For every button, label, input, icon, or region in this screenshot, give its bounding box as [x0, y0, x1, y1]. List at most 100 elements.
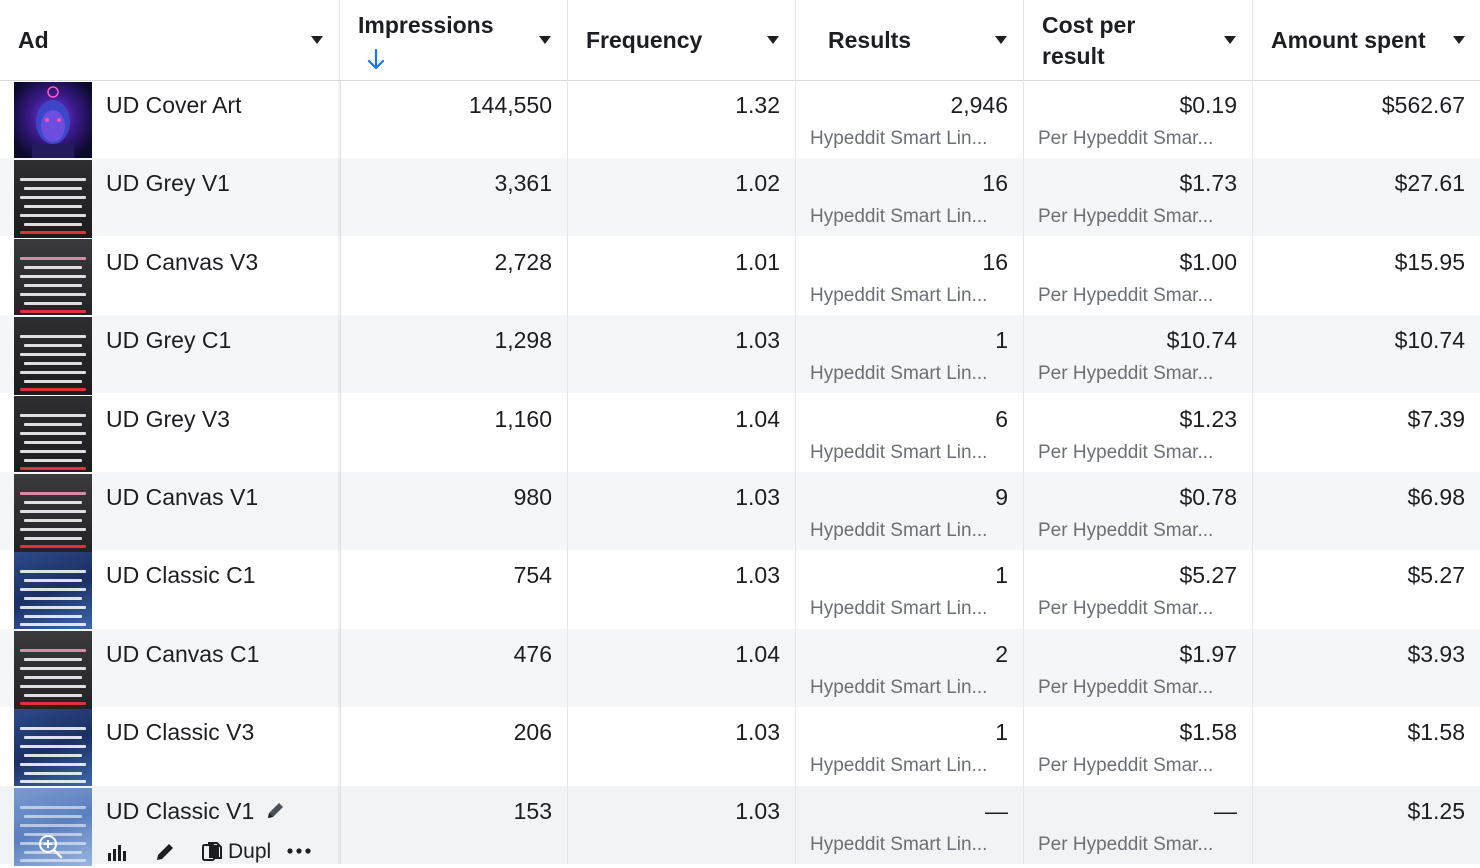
ad-thumbnail[interactable]: [14, 238, 92, 317]
thumbnail-text-line: [20, 545, 86, 548]
column-header-label-line1: Cost per: [1042, 12, 1136, 38]
dropdown-caret-icon[interactable]: [995, 36, 1007, 44]
cost-per-result-value: $10.74: [1166, 327, 1237, 354]
ad-name[interactable]: UD Grey C1: [106, 327, 232, 354]
table-row[interactable]: UD Classic V1 153 1.03 — Hypeddit Smart Lin.…: [0, 785, 1480, 866]
thumbnail-text-line: [24, 519, 82, 522]
ad-thumbnail[interactable]: [14, 160, 92, 239]
results-value: 9: [995, 484, 1008, 510]
thumbnail-text-line: [24, 362, 82, 366]
column-header-results[interactable]: Results: [796, 0, 1024, 80]
thumbnail-text-line: [24, 380, 82, 384]
rename-pencil-icon[interactable]: [264, 800, 286, 822]
frequency-value: 1.02: [735, 170, 780, 197]
cost-per-result-type-label: Per Hypeddit Smar...: [1038, 363, 1214, 385]
cost-per-result-type-label: Per Hypeddit Smar...: [1038, 676, 1214, 698]
duplicate-button[interactable]: Dupl: [200, 839, 271, 865]
ad-thumbnail[interactable]: [14, 787, 92, 866]
table-row[interactable]: UD Grey C1 1,298 1.03 1 Hypeddit Smart Lin..…: [0, 315, 1480, 396]
thumbnail-text-line: [20, 858, 86, 862]
dropdown-caret-icon[interactable]: [1453, 36, 1465, 44]
column-header-label: Amount spent: [1271, 26, 1426, 53]
column-header-cost-per-result[interactable]: Cost per result: [1024, 0, 1253, 80]
results-type-label: Hypeddit Smart Lin...: [810, 441, 988, 463]
column-divider: [1252, 80, 1253, 864]
cost-per-result-value: $1.00: [1179, 248, 1237, 275]
thumbnail-text-line: [20, 292, 86, 296]
cost-per-result-type-label: Per Hypeddit Smar...: [1038, 128, 1214, 149]
impressions-value: 476: [513, 640, 552, 667]
thumbnail-text-line: [20, 528, 86, 531]
frequency-value: 1.03: [735, 484, 780, 510]
column-header-label: Ad: [18, 26, 49, 53]
table-row[interactable]: UD Classic V3 206 1.03 1 Hypeddit Smart Lin.…: [0, 707, 1480, 788]
thumbnail-text-line: [20, 745, 86, 749]
ad-name[interactable]: UD Cover Art: [106, 92, 242, 118]
impressions-value: 1,298: [494, 327, 552, 354]
thumbnail-text-line: [20, 606, 86, 610]
results-value: 1: [995, 327, 1008, 354]
ad-name[interactable]: UD Canvas V3: [106, 248, 259, 275]
thumbnail-text-line: [20, 648, 86, 652]
ad-thumbnail[interactable]: [14, 317, 92, 396]
table-row[interactable]: UD Canvas V1 980 1.03 9 Hypeddit Smart Lin..…: [0, 472, 1480, 552]
edit-pencil-icon[interactable]: [154, 841, 176, 863]
more-icon[interactable]: [286, 843, 312, 859]
dropdown-caret-icon[interactable]: [539, 36, 551, 44]
table-row[interactable]: UD Grey V1 3,361 1.02 16 Hypeddit Smart Lin.…: [0, 158, 1480, 239]
dropdown-caret-icon[interactable]: [311, 36, 323, 44]
thumbnail-text-line: [24, 657, 82, 661]
ad-name[interactable]: UD Grey V3: [106, 405, 230, 432]
table-row[interactable]: UD Cover Art 144,550 1.32 2,946 Hypeddit Sma…: [0, 80, 1480, 160]
ad-thumbnail[interactable]: [14, 82, 92, 160]
table-row[interactable]: UD Grey V3 1,160 1.04 6 Hypeddit Smart Lin..…: [0, 394, 1480, 474]
cost-per-result-value: $1.58: [1179, 719, 1237, 746]
results-value: 16: [982, 248, 1008, 275]
ad-name[interactable]: UD Classic V1: [106, 797, 255, 824]
thumbnail-text-line: [24, 579, 82, 583]
cost-per-result-type-label: Per Hypeddit Smar...: [1038, 755, 1214, 777]
ad-name[interactable]: UD Classic C1: [106, 562, 256, 589]
thumbnail-text-line: [20, 388, 86, 392]
frozen-column-shadow: [338, 80, 342, 864]
ad-name[interactable]: UD Canvas C1: [106, 640, 260, 667]
ad-name[interactable]: UD Grey V1: [106, 170, 230, 197]
column-header-amount-spent[interactable]: Amount spent: [1253, 0, 1480, 80]
thumbnail-text-line: [20, 353, 86, 357]
frequency-value: 1.03: [735, 327, 780, 354]
ad-thumbnail[interactable]: [14, 552, 92, 631]
zoom-in-icon[interactable]: [36, 832, 64, 860]
column-header-frequency[interactable]: Frequency: [568, 0, 796, 80]
table-row[interactable]: UD Canvas V3 2,728 1.01 16 Hypeddit Smart Li…: [0, 237, 1480, 317]
column-header-ad[interactable]: Ad: [0, 0, 340, 80]
cost-per-result-type-label: Per Hypeddit Smar...: [1038, 206, 1214, 228]
duplicate-label: Dupl: [228, 839, 272, 863]
thumbnail-text-line: [20, 309, 86, 313]
dropdown-caret-icon[interactable]: [1224, 36, 1236, 44]
thumbnail-text-line: [20, 256, 86, 260]
amount-spent-value: $27.61: [1394, 170, 1465, 197]
ad-name[interactable]: UD Canvas V1: [106, 484, 259, 510]
thumbnail-text-line: [20, 274, 86, 278]
ad-name[interactable]: UD Classic V3: [106, 719, 255, 746]
column-header-impressions[interactable]: Impressions: [340, 0, 568, 80]
thumbnail-text-line: [24, 597, 82, 601]
sort-arrow-down-icon[interactable]: [366, 48, 386, 72]
column-divider: [567, 80, 568, 864]
results-type-label: Hypeddit Smart Lin...: [810, 284, 988, 306]
dropdown-caret-icon[interactable]: [767, 36, 779, 44]
results-type-label: Hypeddit Smart Lin...: [810, 206, 988, 228]
ad-thumbnail[interactable]: [14, 709, 92, 788]
ad-thumbnail[interactable]: [14, 395, 92, 474]
results-value: 2: [995, 640, 1008, 667]
frequency-value: 1.04: [735, 405, 780, 432]
ad-thumbnail[interactable]: [14, 630, 92, 709]
thumbnail-text-line: [24, 814, 82, 818]
table-row[interactable]: UD Classic C1 754 1.03 1 Hypeddit Smart Lin.…: [0, 550, 1480, 631]
thumbnail-text-line: [20, 684, 86, 688]
table-row[interactable]: UD Canvas C1 476 1.04 2 Hypeddit Smart Lin..…: [0, 628, 1480, 709]
thumbnail-text-line: [24, 832, 82, 836]
amount-spent-value: $6.98: [1407, 484, 1465, 510]
bar-chart-icon[interactable]: [106, 841, 128, 863]
ad-thumbnail[interactable]: [14, 474, 92, 552]
